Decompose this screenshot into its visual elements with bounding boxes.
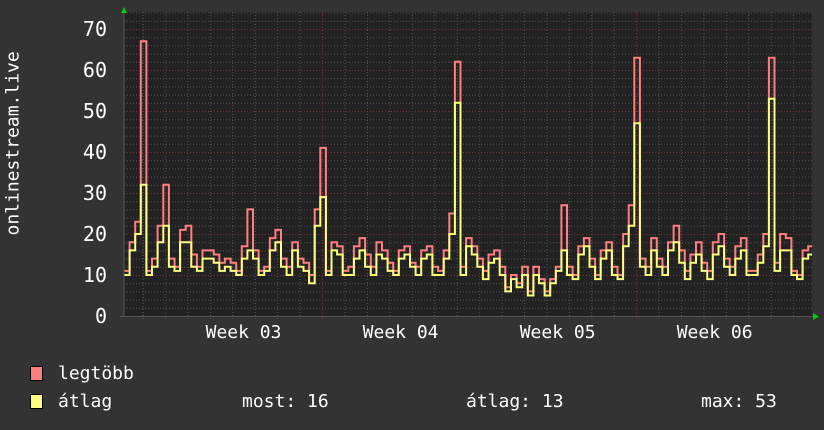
series-line-avg xyxy=(124,97,812,297)
legend-label-avg: átlag xyxy=(58,391,113,412)
x-tick-label: Week 03 xyxy=(206,322,282,343)
stat-average: átlag: 13 xyxy=(466,391,564,412)
y-tick-label: 50 xyxy=(83,99,107,123)
chart: 0 10 20 30 40 50 60 70 Week 03 Week 04 Week 05 Week… xyxy=(83,7,819,343)
y-axis-label: onlinestream.live xyxy=(2,51,24,236)
y-tick-label: 20 xyxy=(83,222,107,246)
y-tick-label: 10 xyxy=(83,263,107,287)
stat-current: most: 16 xyxy=(242,391,329,412)
x-tick-label: Week 06 xyxy=(677,322,753,343)
stat-max: max: 53 xyxy=(701,391,777,412)
legend-swatch-avg xyxy=(30,394,43,409)
y-tick-label: 0 xyxy=(95,304,107,328)
y-tick-label: 30 xyxy=(83,181,107,205)
y-axis-arrow-icon xyxy=(121,7,127,13)
y-tick-label: 60 xyxy=(83,58,107,82)
x-axis-arrow-icon xyxy=(813,313,819,320)
x-tick-label: Week 04 xyxy=(363,322,439,343)
x-tick-label: Week 05 xyxy=(520,322,596,343)
legend-label-max: legtöbb xyxy=(58,363,134,384)
y-tick-label: 40 xyxy=(83,140,107,164)
y-tick-label: 70 xyxy=(83,17,107,41)
legend-swatch-max xyxy=(30,366,43,381)
